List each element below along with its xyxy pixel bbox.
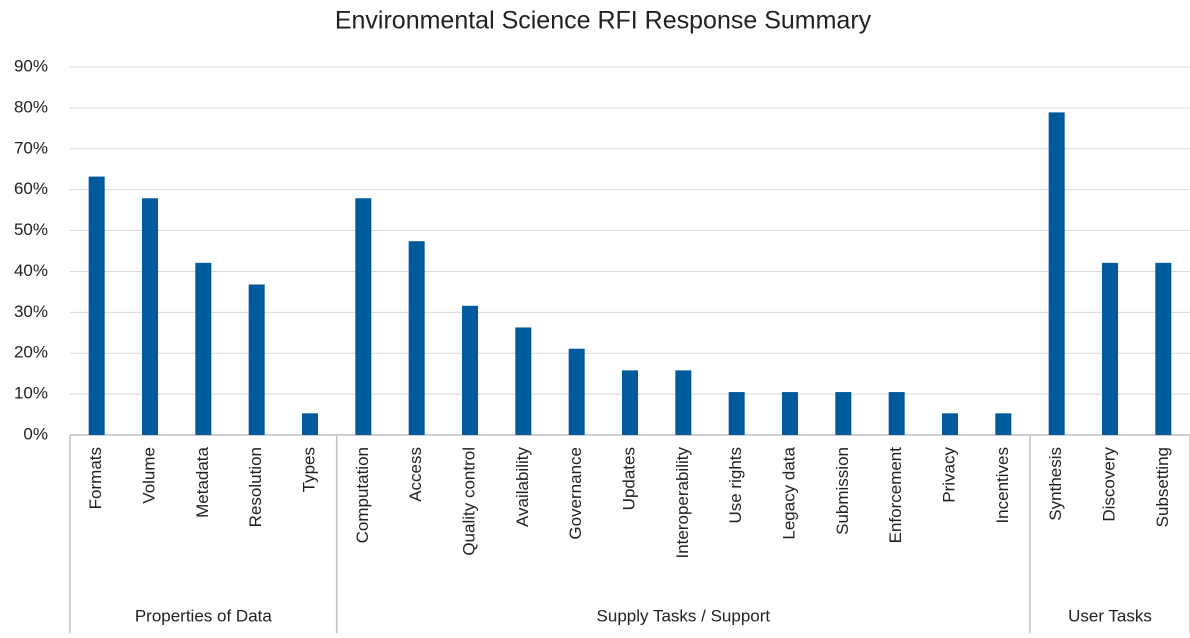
group-label: Supply Tasks / Support: [597, 606, 771, 625]
x-tick-label: Types: [299, 447, 318, 492]
y-tick-label: 40%: [14, 261, 48, 280]
y-tick-label: 30%: [14, 302, 48, 321]
bar: [782, 392, 798, 435]
chart-title: Environmental Science RFI Response Summa…: [335, 7, 872, 35]
bar: [355, 198, 372, 435]
x-tick-label: Use rights: [726, 447, 745, 524]
bar: [142, 198, 158, 435]
y-tick-label: 50%: [14, 220, 48, 239]
x-tick-label: Legacy data: [779, 446, 798, 539]
bar: [888, 392, 905, 435]
x-tick-label: Computation: [353, 447, 372, 543]
bar: [568, 348, 585, 435]
bar: [1102, 262, 1118, 435]
bar: [515, 327, 532, 435]
bar: [942, 413, 958, 435]
x-tick-label: Subsetting: [1153, 447, 1172, 527]
x-tick-label: Availability: [513, 447, 532, 528]
x-tick-label: Incentives: [993, 447, 1012, 524]
x-tick-label: Interoperability: [673, 447, 692, 559]
y-tick-label: 70%: [14, 138, 48, 157]
group-label: Properties of Data: [135, 606, 273, 625]
bar: [728, 392, 745, 435]
x-tick-label: Resolution: [246, 447, 265, 527]
bar: [462, 305, 478, 435]
bar: [675, 370, 692, 435]
x-tick-label: Volume: [139, 447, 158, 504]
x-tick-label: Synthesis: [1046, 447, 1065, 521]
bar: [622, 370, 638, 435]
x-tick-label: Access: [406, 447, 425, 502]
x-tick-label: Metadata: [193, 446, 212, 517]
bar: [1048, 112, 1065, 436]
y-tick-label: 60%: [14, 179, 48, 198]
x-tick-label: Enforcement: [886, 447, 905, 544]
y-tick-label: 20%: [14, 343, 48, 362]
bar: [195, 262, 212, 435]
x-tick-label: Updates: [619, 447, 638, 510]
y-tick-label: 0%: [23, 424, 48, 443]
x-tick-label: Privacy: [939, 447, 958, 503]
bar: [835, 392, 852, 435]
x-tick-label: Discovery: [1099, 447, 1118, 522]
x-tick-label: Governance: [566, 447, 585, 540]
y-tick-label: 10%: [14, 384, 48, 403]
x-tick-label: Quality control: [459, 447, 478, 556]
bar: [302, 413, 318, 435]
y-tick-label: 90%: [14, 56, 48, 75]
bar: [995, 413, 1012, 435]
bar: [408, 241, 425, 435]
bar: [248, 284, 265, 435]
x-tick-label: Submission: [833, 447, 852, 535]
x-tick-label: Formats: [86, 447, 105, 509]
group-label: User Tasks: [1068, 606, 1152, 625]
bar: [88, 176, 105, 436]
bar: [1155, 262, 1172, 435]
y-tick-label: 80%: [14, 97, 48, 116]
